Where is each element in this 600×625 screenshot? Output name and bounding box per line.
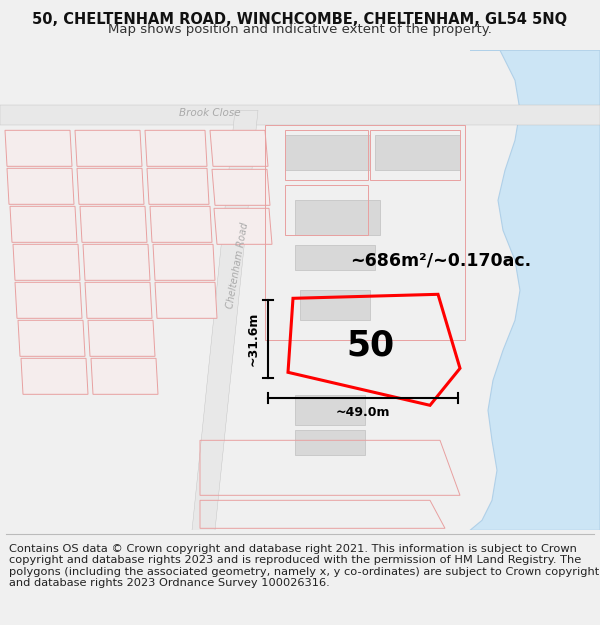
Polygon shape [295, 396, 365, 425]
Text: ~49.0m: ~49.0m [336, 406, 390, 419]
Polygon shape [145, 130, 207, 166]
Polygon shape [10, 206, 77, 242]
Text: ~31.6m: ~31.6m [247, 312, 260, 366]
Polygon shape [15, 282, 82, 318]
Text: 50, CHELTENHAM ROAD, WINCHCOMBE, CHELTENHAM, GL54 5NQ: 50, CHELTENHAM ROAD, WINCHCOMBE, CHELTEN… [32, 12, 568, 27]
Polygon shape [285, 135, 370, 170]
Polygon shape [155, 282, 217, 318]
Polygon shape [375, 135, 460, 170]
Polygon shape [77, 168, 144, 204]
Polygon shape [192, 110, 258, 530]
Polygon shape [150, 206, 212, 242]
Text: Brook Close: Brook Close [179, 108, 241, 118]
Text: ~686m²/~0.170ac.: ~686m²/~0.170ac. [350, 251, 531, 269]
Text: Map shows position and indicative extent of the property.: Map shows position and indicative extent… [108, 23, 492, 36]
Polygon shape [212, 169, 270, 205]
Polygon shape [295, 200, 380, 235]
Polygon shape [88, 320, 155, 356]
Polygon shape [80, 206, 147, 242]
Polygon shape [295, 430, 365, 455]
Text: 50: 50 [346, 328, 394, 362]
Text: Cheltenham Road: Cheltenham Road [226, 221, 251, 309]
Polygon shape [470, 50, 600, 530]
Text: Contains OS data © Crown copyright and database right 2021. This information is : Contains OS data © Crown copyright and d… [9, 544, 599, 588]
Polygon shape [91, 358, 158, 394]
Polygon shape [13, 244, 80, 280]
Polygon shape [153, 244, 215, 280]
Polygon shape [214, 208, 272, 244]
Polygon shape [300, 290, 370, 320]
Polygon shape [7, 168, 74, 204]
Polygon shape [5, 130, 72, 166]
Polygon shape [210, 130, 268, 166]
Polygon shape [85, 282, 152, 318]
Polygon shape [83, 244, 150, 280]
Polygon shape [18, 320, 85, 356]
Polygon shape [0, 105, 600, 125]
Polygon shape [75, 130, 142, 166]
Polygon shape [295, 245, 375, 270]
Polygon shape [147, 168, 209, 204]
Polygon shape [21, 358, 88, 394]
